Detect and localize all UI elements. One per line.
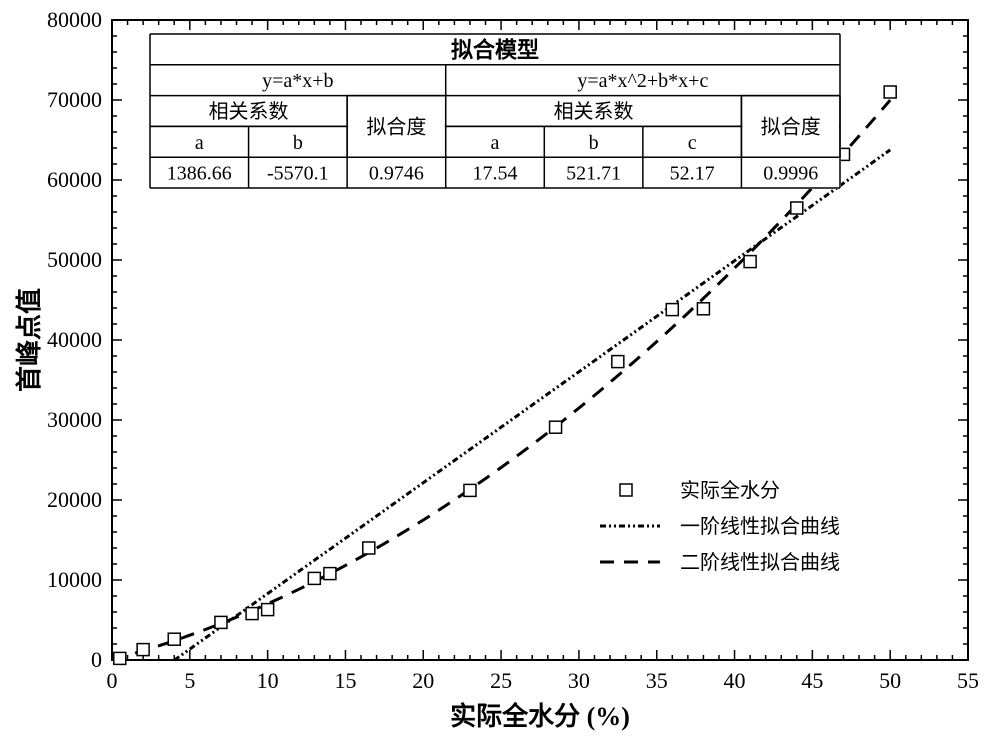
data-point	[697, 303, 709, 315]
legend-label: 二阶线性拟合曲线	[680, 551, 840, 574]
table-coef-label: 相关系数	[209, 100, 289, 123]
table-param-value: 1386.66	[167, 163, 232, 185]
x-tick-label: 35	[646, 668, 668, 693]
data-point	[168, 633, 180, 645]
table-formula: y=a*x+b	[262, 70, 333, 92]
data-point	[791, 202, 803, 214]
table-title: 拟合模型	[451, 37, 539, 62]
x-tick-label: 15	[334, 668, 356, 693]
y-tick-label: 50000	[47, 247, 102, 272]
table-param-name: b	[293, 132, 303, 154]
data-point	[550, 421, 562, 433]
y-axis-title: 首峰点值	[14, 288, 44, 392]
table-fit-value: 0.9996	[763, 163, 818, 185]
y-tick-label: 30000	[47, 407, 102, 432]
data-point	[262, 604, 274, 616]
x-axis-title: 实际全水分 (%)	[450, 701, 630, 731]
x-tick-label: 10	[257, 668, 279, 693]
data-point	[666, 304, 678, 316]
data-point	[464, 484, 476, 496]
table-fit-value: 0.9746	[369, 163, 424, 185]
x-tick-label: 45	[801, 668, 823, 693]
y-tick-label: 0	[91, 647, 102, 672]
y-tick-label: 10000	[47, 567, 102, 592]
data-point	[363, 542, 375, 554]
table-fit-label: 拟合度	[761, 115, 821, 138]
table-formula: y=a*x^2+b*x+c	[577, 70, 708, 92]
chart-svg: 0 5 10 15 20 25 30 35 40 45 50 55 0 10000 20000 30000 40…	[0, 0, 1000, 755]
table-param-name: a	[195, 132, 204, 154]
x-tick-label: 55	[957, 668, 979, 693]
chart-container: 0 5 10 15 20 25 30 35 40 45 50 55 0 10000 20000 30000 40…	[0, 0, 1000, 755]
y-tick-label: 20000	[47, 487, 102, 512]
data-point	[612, 356, 624, 368]
data-point	[114, 652, 126, 664]
table-param-value: 52.17	[670, 163, 715, 185]
data-point	[246, 608, 258, 620]
y-tick-label: 40000	[47, 327, 102, 352]
legend-marker	[620, 484, 632, 496]
x-tick-label: 40	[724, 668, 746, 693]
table-coef-label: 相关系数	[554, 100, 634, 123]
table-param-value: 17.54	[473, 163, 518, 185]
y-tick-label: 70000	[47, 87, 102, 112]
x-tick-label: 25	[490, 668, 512, 693]
y-tick-label: 80000	[47, 7, 102, 32]
data-point	[884, 86, 896, 98]
data-point	[744, 256, 756, 268]
legend-label: 实际全水分	[680, 479, 780, 502]
table-param-value: 521.71	[566, 163, 621, 185]
x-tick-label: 20	[412, 668, 434, 693]
table-param-name: c	[688, 132, 697, 154]
data-point	[308, 572, 320, 584]
x-tick-label: 50	[879, 668, 901, 693]
legend-label: 一阶线性拟合曲线	[680, 515, 840, 538]
table-param-name: a	[491, 132, 500, 154]
linear-fit-line	[174, 150, 890, 660]
data-point	[215, 616, 227, 628]
x-tick-label: 5	[184, 668, 195, 693]
x-tick-label: 0	[107, 668, 118, 693]
table-fit-label: 拟合度	[366, 115, 426, 138]
x-tick-label: 30	[568, 668, 590, 693]
table-param-name: b	[589, 132, 599, 154]
data-point	[137, 644, 149, 656]
y-tick-label: 60000	[47, 167, 102, 192]
table-param-value: -5570.1	[267, 163, 329, 185]
data-point	[324, 568, 336, 580]
